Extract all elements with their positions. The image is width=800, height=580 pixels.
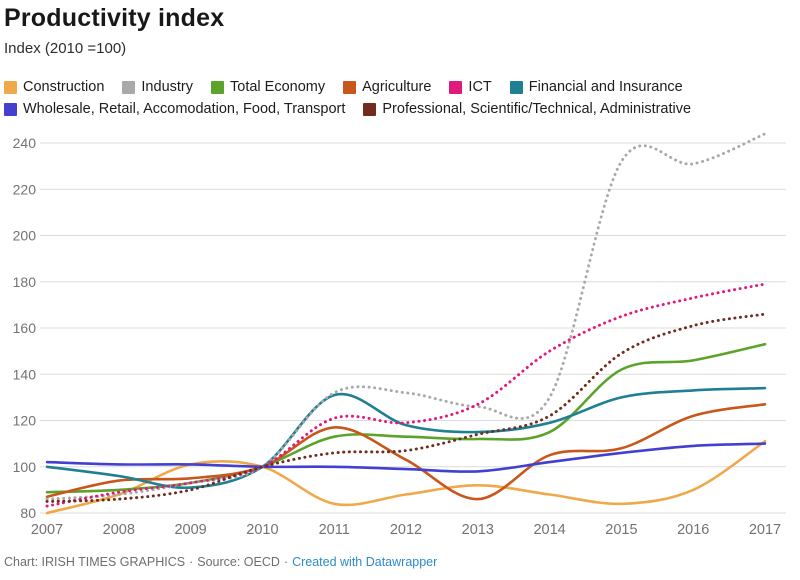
- legend-item: Professional, Scientific/Technical, Admi…: [363, 100, 691, 119]
- footer-separator: ·: [189, 555, 194, 569]
- legend-label: ICT: [468, 79, 492, 95]
- legend-item: Total Economy: [211, 78, 325, 97]
- series-line-professional-scientific-technical-administrative: [45, 312, 767, 503]
- legend-swatch-icon: [509, 81, 523, 94]
- series-line-construction: [45, 440, 767, 515]
- series-line-industry: [45, 132, 767, 501]
- x-tick-label: 2016: [677, 522, 709, 538]
- y-tick-label: 180: [13, 274, 37, 290]
- legend-swatch-icon: [4, 103, 17, 116]
- x-tick-label: 2013: [462, 522, 494, 538]
- chart-title: Productivity index: [4, 4, 225, 32]
- legend-swatch-icon: [211, 81, 224, 94]
- x-tick-label: 2011: [319, 522, 350, 538]
- footer-source: Source: OECD: [197, 555, 280, 569]
- plot-area: 80 100 120 140 160 180 200 220 240 2007 2008 2009 20…: [0, 125, 800, 545]
- chart-subtitle: Index (2010 =100): [4, 40, 127, 57]
- legend-label: Professional, Scientific/Technical, Admi…: [382, 101, 692, 117]
- y-tick-label: 100: [13, 459, 37, 475]
- chart-canvas: 80 100 120 140 160 180 200 220 240 2007 2008 2009 20…: [13, 132, 786, 538]
- legend-item: Agriculture: [343, 78, 431, 97]
- legend: Construction Industry Total Economy Agricul…: [4, 78, 796, 119]
- legend-swatch-icon: [122, 81, 136, 94]
- legend-label: Agriculture: [362, 79, 432, 95]
- footer: Chart: IRISH TIMES GRAPHICS · Source: OECD…: [4, 555, 796, 569]
- y-tick-label: 80: [20, 505, 36, 521]
- legend-swatch-icon: [363, 103, 377, 116]
- legend-swatch-icon: [4, 81, 17, 94]
- datawrapper-link[interactable]: Created with Datawrapper: [292, 555, 438, 569]
- legend-item: Financial and Insurance: [509, 78, 683, 97]
- footer-credit: Chart: IRISH TIMES GRAPHICS: [4, 555, 186, 569]
- series-line-wholesale-retail-accomodation-food-transport: [45, 442, 767, 473]
- x-tick-label: 2009: [174, 522, 206, 538]
- legend-label: Financial and Insurance: [528, 79, 683, 95]
- legend-label: Industry: [141, 79, 193, 95]
- y-tick-label: 240: [13, 135, 37, 151]
- legend-item: ICT: [449, 78, 492, 97]
- series-line-ict: [45, 282, 767, 508]
- x-tick-label: 2007: [31, 522, 63, 538]
- legend-item: Industry: [122, 78, 193, 97]
- x-tick-label: 2017: [749, 522, 781, 538]
- x-tick-label: 2012: [390, 522, 422, 538]
- y-tick-label: 200: [13, 228, 37, 244]
- legend-item: Wholesale, Retail, Accomodation, Food, T…: [4, 100, 345, 119]
- series-line-agriculture: [45, 403, 767, 501]
- y-tick-label: 160: [13, 320, 37, 336]
- legend-label: Total Economy: [230, 79, 326, 95]
- legend-swatch-icon: [449, 81, 463, 94]
- x-tick-label: 2010: [246, 522, 278, 538]
- legend-swatch-icon: [343, 81, 357, 94]
- y-tick-label: 220: [13, 181, 37, 197]
- legend-label: Construction: [23, 79, 105, 95]
- y-tick-label: 120: [13, 413, 37, 429]
- x-tick-label: 2015: [605, 522, 637, 538]
- y-tick-label: 140: [13, 366, 37, 382]
- legend-label: Wholesale, Retail, Accomodation, Food, T…: [23, 101, 346, 117]
- x-tick-label: 2014: [533, 522, 565, 538]
- footer-separator: ·: [283, 555, 289, 569]
- legend-item: Construction: [4, 78, 104, 97]
- x-tick-label: 2008: [103, 522, 135, 538]
